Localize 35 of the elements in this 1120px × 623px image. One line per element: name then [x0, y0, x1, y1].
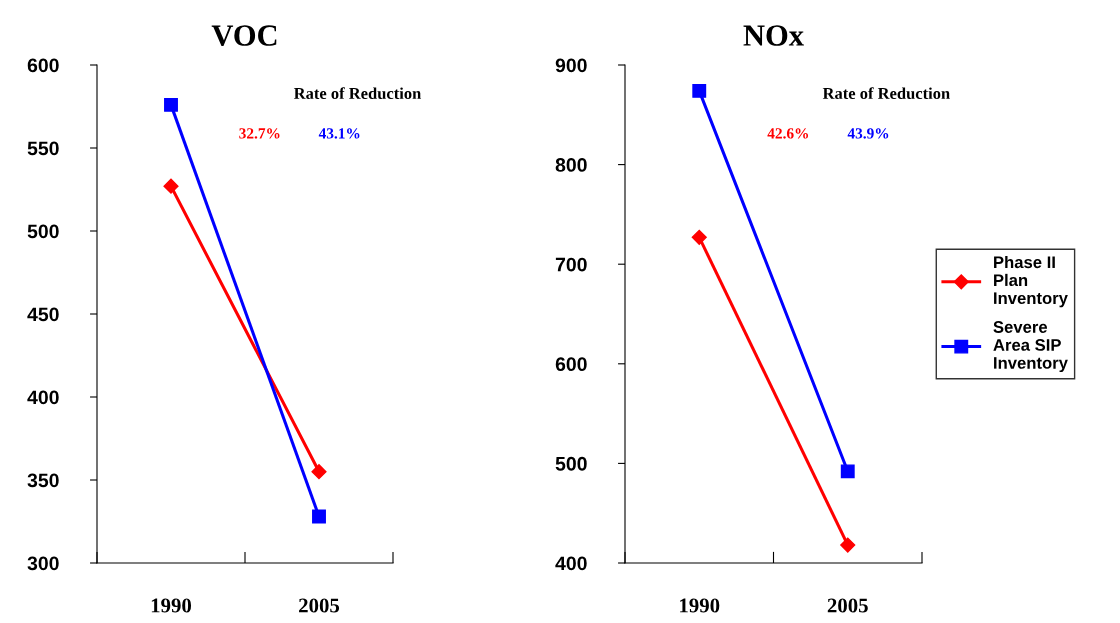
x-tick-label: 1990 [151, 598, 192, 613]
y-tick-label: 600 [555, 357, 587, 372]
y-tick-label: 400 [27, 390, 59, 405]
point [692, 83, 707, 98]
point [164, 97, 178, 112]
legend-label: Phase II Plan Inventory [994, 255, 1068, 308]
annotation: Rate of Reduction [822, 87, 950, 100]
point [691, 229, 707, 245]
point [163, 178, 179, 194]
y-tick-label: 700 [555, 257, 587, 272]
legend-label: Severe Area SIP Inventory [993, 321, 1068, 373]
y-tick-label: 400 [555, 556, 587, 571]
chart-title: VOC [211, 25, 277, 47]
annotation: 42.6% [767, 128, 809, 139]
y-tick-label: 550 [27, 141, 59, 156]
y-tick-label: 300 [27, 556, 59, 571]
annotation: Rate of Reduction [293, 87, 422, 100]
y-tick-label: 900 [555, 58, 587, 73]
y-tick-label: 500 [555, 456, 587, 471]
point [312, 509, 326, 524]
point [840, 537, 856, 553]
x-tick-label: 1990 [680, 598, 720, 613]
point [840, 464, 855, 479]
y-tick-label: 500 [27, 224, 59, 239]
annotation: 32.7% [239, 128, 280, 139]
point [311, 464, 327, 480]
y-tick-label: 350 [27, 473, 59, 488]
y-tick-label: 800 [555, 158, 587, 172]
annotation: 43.9% [847, 128, 889, 139]
x-tick-label: 2005 [299, 598, 340, 613]
x-tick-label: 2005 [827, 598, 868, 613]
y-tick-label: 450 [27, 307, 59, 322]
y-tick-label: 600 [27, 58, 59, 73]
annotation: 43.1% [318, 128, 360, 139]
chart-title: NOx [743, 25, 804, 46]
